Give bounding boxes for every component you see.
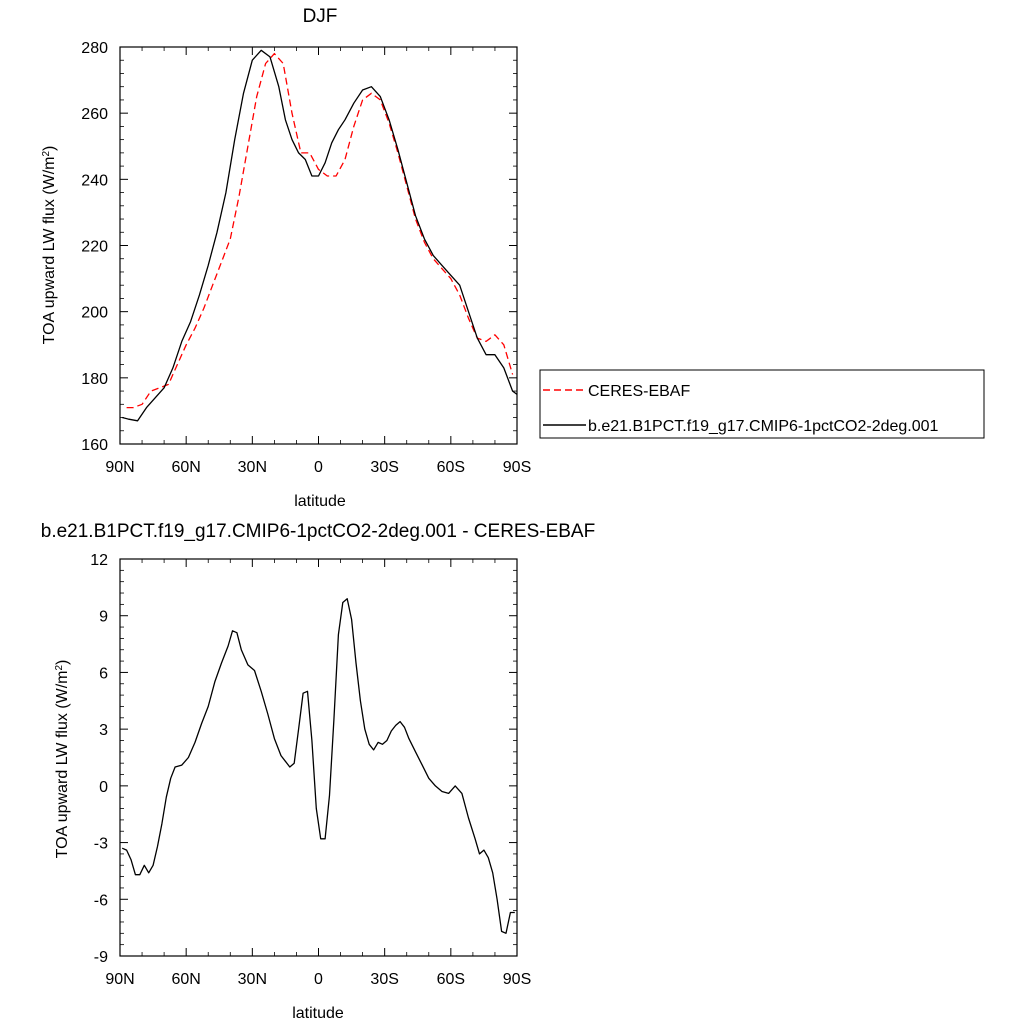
top-x-tick-label: 90S [503,459,531,476]
bottom-x-tick-label: 30S [370,971,398,988]
top-x-tick-label: 30S [370,459,398,476]
top-y-tick-label: 220 [81,239,108,256]
legend-entry-model: b.e21.B1PCT.f19_g17.CMIP6-1pctCO2-2deg.0… [588,418,939,435]
legend: CERES-EBAF b.e21.B1PCT.f19_g17.CMIP6-1pc… [539,369,985,439]
top-y-tick-label: 200 [81,305,108,322]
bottom-y-tick-label: -3 [94,836,108,853]
bottom-plot-area: -9 -6 -3 0 3 6 9 12 90N 60N 30N 0 30S 60S 90S [90,552,531,988]
top-x-axis-label: latitude [294,493,346,510]
bottom-y-tick-label: 6 [99,665,108,682]
bottom-y-tick-label: -6 [94,892,108,909]
bottom-x-tick-label: 90N [105,971,134,988]
top-chart-title: DJF [303,6,338,27]
top-x-tick-label: 0 [314,459,323,476]
bottom-y-tick-label: 0 [99,779,108,796]
top-x-tick-label: 60N [171,459,200,476]
top-y-axis-label: TOA upward LW flux (W/m2) [41,146,59,345]
bottom-x-tick-label: 90S [503,971,531,988]
top-series-line-0 [126,52,514,409]
bottom-y-tick-label: 12 [90,552,108,569]
bottom-chart-title: b.e21.B1PCT.f19_g17.CMIP6-1pctCO2-2deg.0… [41,521,595,542]
top-x-tick-label: 30N [238,459,267,476]
top-y-tick-label: 180 [81,371,108,388]
bottom-plot-frame [119,558,518,957]
legend-box [539,369,985,439]
bottom-y-tick-label: 3 [99,722,108,739]
bottom-x-axis-label: latitude [292,1005,344,1022]
legend-entry-ceres-ebaf: CERES-EBAF [588,383,690,400]
top-series-line-1 [122,49,518,422]
bottom-x-tick-label: 60S [437,971,465,988]
bottom-x-tick-label: 0 [314,971,323,988]
top-y-tick-label: 160 [81,437,108,454]
bottom-y-tick-label: -9 [94,949,108,966]
bottom-y-axis-label: TOA upward LW flux (W/m2) [54,660,72,859]
top-plot-frame [119,46,518,445]
bottom-panel: b.e21.B1PCT.f19_g17.CMIP6-1pctCO2-2deg.0… [41,521,595,1022]
top-x-tick-label: 90N [105,459,134,476]
top-panel: DJF 160 180 200 220 240 260 280 90N 60N 30N 0 30S 60… [41,6,532,510]
top-y-tick-label: 280 [81,40,108,57]
bottom-x-tick-label: 60N [171,971,200,988]
bottom-series-line-0 [121,598,515,934]
top-x-tick-label: 60S [437,459,465,476]
top-y-tick-label: 240 [81,172,108,189]
bottom-x-tick-label: 30N [238,971,267,988]
top-y-tick-label: 260 [81,106,108,123]
top-plot-area: 160 180 200 220 240 260 280 90N 60N 30N 0 30S 60S 90S [81,40,531,476]
bottom-y-tick-label: 9 [99,609,108,626]
